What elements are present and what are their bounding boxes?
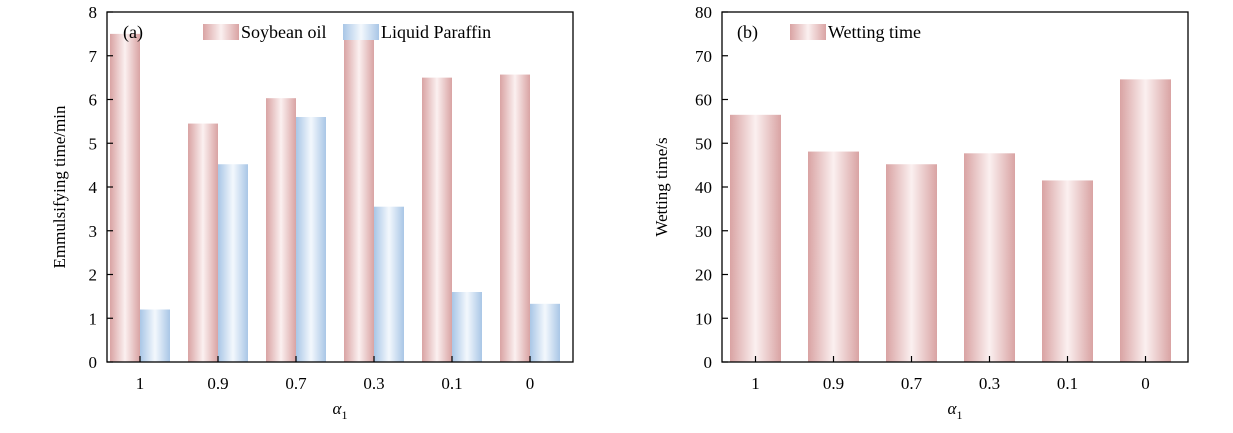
y-tick-label: 0 bbox=[704, 353, 713, 372]
bar-soybean-oil-1 bbox=[110, 33, 140, 362]
x-axis-title-subscript: 1 bbox=[956, 408, 962, 422]
y-tick-label: 40 bbox=[695, 178, 712, 197]
bar-soybean-oil-0 bbox=[500, 74, 530, 362]
x-tick-label: 0.7 bbox=[901, 374, 923, 393]
x-axis-title: α1 bbox=[333, 399, 348, 422]
y-axis-title: Wetting time/s bbox=[652, 137, 671, 236]
x-axis-title-subscript: 1 bbox=[341, 408, 347, 422]
x-tick-label: 1 bbox=[136, 374, 145, 393]
bar-wetting-time-0.3 bbox=[964, 153, 1015, 362]
x-axis: 1 0.9 0.7 0.3 0.1 0 bbox=[136, 356, 535, 393]
y-tick-label: 8 bbox=[89, 3, 98, 22]
bars-group bbox=[110, 33, 560, 362]
y-tick-label: 50 bbox=[695, 134, 712, 153]
bar-wetting-time-0 bbox=[1120, 79, 1171, 362]
y-tick-label: 4 bbox=[89, 178, 98, 197]
x-tick-label: 0.9 bbox=[823, 374, 844, 393]
y-axis: 0 1 2 3 4 5 6 7 8 bbox=[89, 3, 113, 372]
bar-wetting-time-0.1 bbox=[1042, 180, 1093, 362]
y-axis-title: Emmulsifying time/min bbox=[50, 105, 69, 268]
bar-soybean-oil-0.3 bbox=[344, 35, 374, 362]
panel-label: (a) bbox=[123, 22, 143, 43]
x-tick-label: 0.1 bbox=[1057, 374, 1078, 393]
legend: Soybean oil Liquid Paraffin bbox=[203, 22, 491, 42]
bar-soybean-oil-0.9 bbox=[188, 123, 218, 362]
bar-soybean-oil-0.1 bbox=[422, 77, 452, 362]
x-axis-title: α1 bbox=[948, 399, 963, 422]
legend-swatch bbox=[343, 24, 379, 40]
bar-liquid-paraffin-1 bbox=[140, 309, 170, 362]
x-tick-label: 0.3 bbox=[363, 374, 384, 393]
x-tick-label: 1 bbox=[751, 374, 760, 393]
bar-liquid-paraffin-0.1 bbox=[452, 292, 482, 362]
y-tick-label: 30 bbox=[695, 222, 712, 241]
y-tick-label: 7 bbox=[89, 47, 98, 66]
x-tick-label: 0 bbox=[1141, 374, 1150, 393]
legend-swatch bbox=[203, 24, 239, 40]
panel-label: (b) bbox=[737, 22, 758, 43]
legend-label: Wetting time bbox=[828, 22, 921, 42]
legend: Wetting time bbox=[790, 22, 921, 42]
legend-label: Liquid Paraffin bbox=[381, 22, 491, 42]
y-tick-label: 5 bbox=[89, 134, 98, 153]
bar-liquid-paraffin-0 bbox=[530, 303, 560, 362]
x-axis: 1 0.9 0.7 0.3 0.1 0 bbox=[751, 356, 1150, 393]
y-tick-label: 60 bbox=[695, 91, 712, 110]
x-tick-label: 0 bbox=[526, 374, 535, 393]
y-tick-label: 2 bbox=[89, 266, 98, 285]
bar-wetting-time-0.7 bbox=[886, 164, 937, 362]
legend-swatch bbox=[790, 24, 826, 40]
chart-panel-b: 0 10 20 30 40 50 60 70 80 1 0.9 0.7 0.3 0.1 0 (b) Wet… bbox=[652, 3, 1189, 422]
y-tick-label: 1 bbox=[89, 309, 98, 328]
x-tick-label: 0.1 bbox=[441, 374, 462, 393]
x-tick-label: 0.7 bbox=[285, 374, 307, 393]
bar-wetting-time-1 bbox=[730, 114, 781, 362]
y-tick-label: 10 bbox=[695, 309, 712, 328]
x-tick-label: 0.3 bbox=[979, 374, 1000, 393]
y-tick-label: 6 bbox=[89, 91, 98, 110]
bars-group bbox=[730, 79, 1171, 362]
x-tick-label: 0.9 bbox=[207, 374, 228, 393]
bar-liquid-paraffin-0.9 bbox=[218, 164, 248, 362]
y-tick-label: 3 bbox=[89, 222, 98, 241]
bar-liquid-paraffin-0.3 bbox=[374, 206, 404, 362]
bar-soybean-oil-0.7 bbox=[266, 98, 296, 362]
y-tick-label: 20 bbox=[695, 266, 712, 285]
legend-label: Soybean oil bbox=[241, 22, 327, 42]
y-tick-label: 80 bbox=[695, 3, 712, 22]
y-tick-label: 0 bbox=[89, 353, 98, 372]
y-axis: 0 10 20 30 40 50 60 70 80 bbox=[695, 3, 728, 372]
plot-frame bbox=[721, 11, 1189, 363]
chart-panel-a: 0 1 2 3 4 5 6 7 8 1 0.9 0.7 0.3 0.1 0 (a) Soybean oil… bbox=[50, 3, 574, 422]
x-axis-title-symbol: α bbox=[333, 399, 343, 418]
bar-liquid-paraffin-0.7 bbox=[296, 117, 326, 362]
y-tick-label: 70 bbox=[695, 47, 712, 66]
bar-wetting-time-0.9 bbox=[808, 151, 859, 362]
x-axis-title-symbol: α bbox=[948, 399, 958, 418]
